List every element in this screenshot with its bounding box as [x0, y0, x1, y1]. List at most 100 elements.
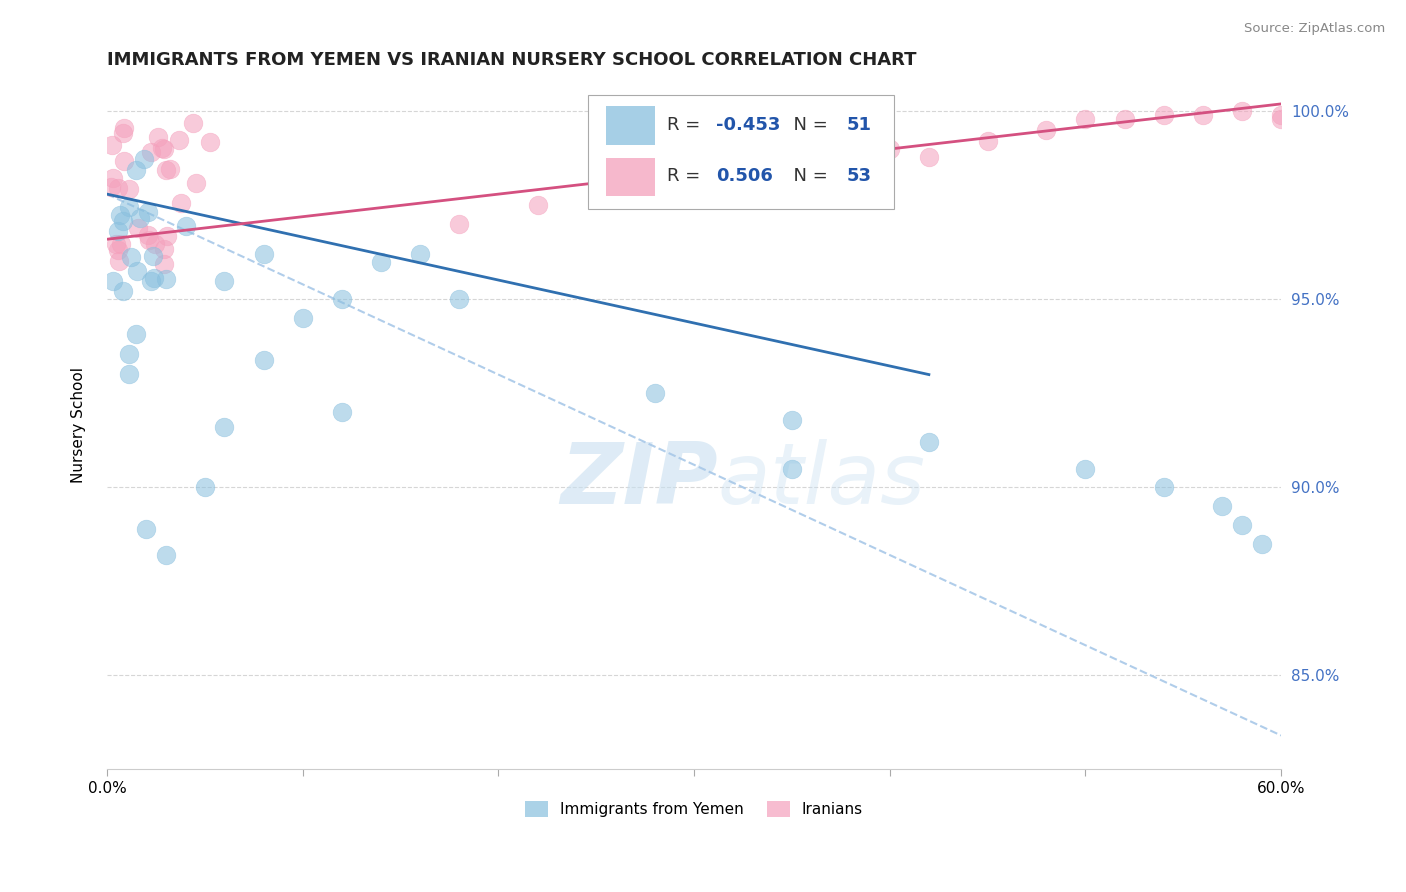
Y-axis label: Nursery School: Nursery School [72, 368, 86, 483]
Point [110, 237, 132, 252]
Point [291, 311, 314, 326]
Point [181, 116, 204, 130]
Point [252, 352, 274, 367]
Point [111, 284, 134, 298]
Point [198, 135, 221, 149]
Point [1074, 461, 1097, 475]
Point [107, 181, 129, 195]
Point [148, 130, 170, 145]
Point [141, 274, 163, 288]
Point [112, 120, 135, 135]
Text: N =: N = [782, 167, 834, 185]
Point [1211, 499, 1233, 513]
Point [110, 208, 132, 222]
Point [143, 271, 166, 285]
Point [1191, 108, 1213, 122]
Point [526, 198, 548, 212]
Point [1114, 112, 1136, 126]
Point [138, 205, 160, 219]
Point [141, 145, 163, 159]
Point [194, 480, 217, 494]
FancyBboxPatch shape [606, 158, 655, 196]
Point [125, 163, 148, 178]
Text: R =: R = [666, 116, 706, 134]
Point [108, 254, 131, 268]
Point [170, 195, 193, 210]
Point [644, 386, 666, 401]
Point [1153, 480, 1175, 494]
Text: ZIP: ZIP [560, 439, 717, 522]
Point [105, 236, 128, 251]
Point [118, 182, 141, 196]
Point [370, 254, 392, 268]
Point [644, 179, 666, 194]
Text: 53: 53 [846, 167, 872, 185]
Point [153, 243, 176, 257]
Point [1153, 108, 1175, 122]
Point [1035, 123, 1057, 137]
Point [780, 172, 803, 186]
Point [127, 264, 149, 278]
Text: atlas: atlas [717, 439, 925, 522]
Text: -0.453: -0.453 [717, 116, 780, 134]
Point [127, 221, 149, 235]
Text: N =: N = [782, 116, 834, 134]
Point [976, 135, 998, 149]
Point [134, 152, 156, 166]
Point [118, 347, 141, 361]
Point [153, 143, 176, 157]
Point [142, 249, 165, 263]
Point [129, 211, 152, 225]
Point [1230, 104, 1253, 119]
FancyBboxPatch shape [589, 95, 894, 209]
Point [186, 176, 208, 190]
Point [103, 274, 125, 288]
Point [118, 201, 141, 215]
Point [159, 162, 181, 177]
Point [112, 154, 135, 169]
Text: IMMIGRANTS FROM YEMEN VS IRANIAN NURSERY SCHOOL CORRELATION CHART: IMMIGRANTS FROM YEMEN VS IRANIAN NURSERY… [107, 51, 917, 69]
Point [138, 233, 160, 247]
Point [683, 161, 706, 175]
Point [780, 412, 803, 426]
Point [330, 293, 353, 307]
Legend: Immigrants from Yemen, Iranians: Immigrants from Yemen, Iranians [519, 796, 869, 823]
Point [100, 179, 122, 194]
Point [143, 236, 166, 251]
Point [214, 420, 236, 434]
Point [252, 247, 274, 261]
Point [155, 548, 177, 562]
Point [150, 141, 173, 155]
Point [111, 213, 134, 227]
Point [780, 461, 803, 475]
Point [125, 326, 148, 341]
Point [1250, 537, 1272, 551]
Point [136, 227, 159, 242]
Point [918, 149, 941, 163]
Point [1230, 518, 1253, 533]
Point [107, 243, 129, 257]
Point [152, 257, 174, 271]
Point [449, 217, 471, 231]
Text: 51: 51 [846, 116, 872, 134]
Point [1074, 112, 1097, 126]
Point [101, 137, 124, 152]
Point [135, 522, 157, 536]
Point [879, 142, 901, 156]
Text: R =: R = [666, 167, 711, 185]
Point [330, 405, 353, 419]
Point [118, 368, 141, 382]
Text: Source: ZipAtlas.com: Source: ZipAtlas.com [1244, 22, 1385, 36]
Point [120, 250, 142, 264]
Point [1270, 112, 1292, 126]
Point [155, 272, 177, 286]
FancyBboxPatch shape [606, 106, 655, 145]
Text: 0.506: 0.506 [717, 167, 773, 185]
Point [167, 133, 190, 147]
Point [409, 247, 432, 261]
Point [111, 126, 134, 140]
Point [449, 293, 471, 307]
Point [155, 163, 177, 178]
Point [214, 274, 236, 288]
Point [174, 219, 197, 234]
